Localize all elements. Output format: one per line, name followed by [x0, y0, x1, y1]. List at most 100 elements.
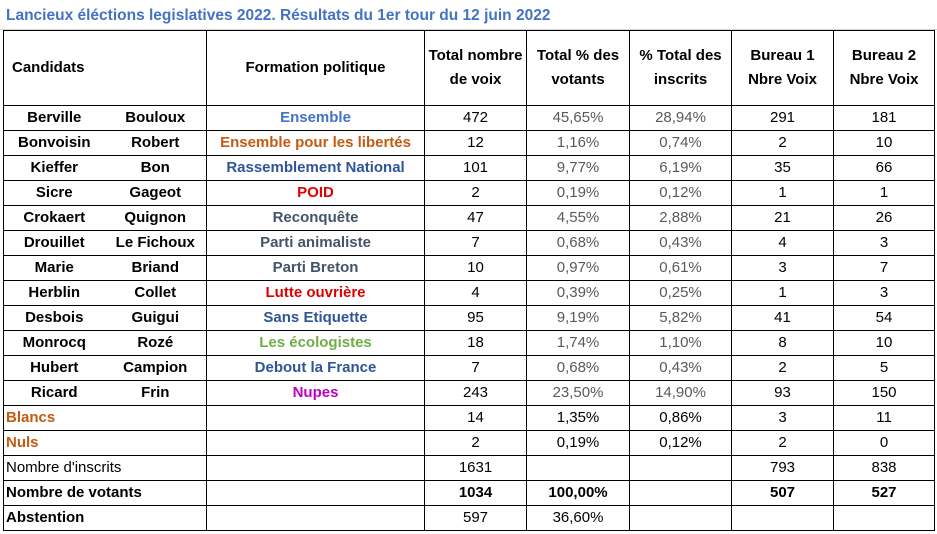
cell-formation[interactable]: Debout la France [206, 355, 426, 381]
cell-formation[interactable]: Nupes [206, 380, 426, 406]
cell-nom[interactable]: Berville [3, 105, 105, 131]
cell-votants-formation[interactable] [206, 480, 426, 506]
cell-blancs-b2[interactable]: 11 [833, 405, 936, 431]
cell-voix[interactable]: 472 [424, 105, 528, 131]
cell-pct-votants[interactable]: 45,65% [526, 105, 631, 131]
cell-bureau1[interactable]: 2 [731, 130, 835, 156]
cell-bureau1[interactable]: 2 [731, 355, 835, 381]
cell-nom[interactable]: Hubert [3, 355, 105, 381]
cell-abstention-voix[interactable]: 597 [424, 505, 528, 531]
cell-nom[interactable]: Kieffer [3, 155, 105, 181]
cell-voix[interactable]: 101 [424, 155, 528, 181]
cell-nom[interactable]: Herblin [3, 280, 105, 306]
cell-votants-b2[interactable]: 527 [833, 480, 936, 506]
cell-pct-inscrits[interactable]: 0,43% [629, 355, 733, 381]
cell-inscrits-voix[interactable]: 1631 [424, 455, 528, 481]
cell-bureau1[interactable]: 1 [731, 180, 835, 206]
cell-inscrits-label[interactable]: Nombre d'inscrits [2, 455, 208, 481]
cell-bureau1[interactable]: 3 [731, 255, 835, 281]
cell-votants-voix[interactable]: 1034 [424, 480, 528, 506]
cell-bureau2[interactable]: 66 [833, 155, 936, 181]
cell-voix[interactable]: 2 [424, 180, 528, 206]
cell-nuls-voix[interactable]: 2 [424, 430, 528, 456]
cell-abstention-formation[interactable] [206, 505, 426, 531]
cell-pct-votants[interactable]: 9,77% [526, 155, 631, 181]
cell-inscrits-formation[interactable] [206, 455, 426, 481]
cell-blancs-b1[interactable]: 3 [731, 405, 835, 431]
cell-inscrits-pct-votants[interactable] [526, 455, 631, 481]
cell-nuls-formation[interactable] [206, 430, 426, 456]
cell-formation[interactable]: Parti animaliste [206, 230, 426, 256]
cell-votants-pct-votants[interactable]: 100,00% [526, 480, 631, 506]
cell-abstention-b2[interactable] [833, 505, 936, 531]
cell-pct-votants[interactable]: 0,68% [526, 230, 631, 256]
cell-prenom[interactable]: Briand [104, 255, 208, 281]
cell-bureau2[interactable]: 54 [833, 305, 936, 331]
cell-nuls-pct-inscrits[interactable]: 0,12% [629, 430, 733, 456]
cell-pct-votants[interactable]: 0,68% [526, 355, 631, 381]
cell-pct-inscrits[interactable]: 28,94% [629, 105, 733, 131]
cell-blancs-pct-inscrits[interactable]: 0,86% [629, 405, 733, 431]
cell-prenom[interactable]: Guigui [104, 305, 208, 331]
cell-nom[interactable]: Crokaert [3, 205, 105, 231]
cell-pct-inscrits[interactable]: 14,90% [629, 380, 733, 406]
cell-prenom[interactable]: Bouloux [104, 105, 208, 131]
cell-pct-inscrits[interactable]: 0,12% [629, 180, 733, 206]
cell-bureau2[interactable]: 10 [833, 330, 936, 356]
cell-pct-votants[interactable]: 0,19% [526, 180, 631, 206]
cell-prenom[interactable]: Campion [104, 355, 208, 381]
cell-bureau2[interactable]: 1 [833, 180, 936, 206]
cell-pct-votants[interactable]: 0,97% [526, 255, 631, 281]
header-total-voix[interactable]: Total nombre de voix [424, 30, 528, 106]
cell-abstention-pct-inscrits[interactable] [629, 505, 733, 531]
cell-pct-votants[interactable]: 9,19% [526, 305, 631, 331]
cell-nom[interactable]: Sicre [3, 180, 105, 206]
cell-bureau1[interactable]: 41 [731, 305, 835, 331]
cell-prenom[interactable]: Collet [104, 280, 208, 306]
cell-bureau1[interactable]: 21 [731, 205, 835, 231]
cell-bureau2[interactable]: 3 [833, 230, 936, 256]
cell-prenom[interactable]: Frin [104, 380, 208, 406]
cell-bureau2[interactable]: 3 [833, 280, 936, 306]
cell-pct-votants[interactable]: 0,39% [526, 280, 631, 306]
cell-formation[interactable]: Lutte ouvrière [206, 280, 426, 306]
cell-bureau1[interactable]: 35 [731, 155, 835, 181]
header-bureau1[interactable]: Bureau 1 Nbre Voix [731, 30, 835, 106]
cell-voix[interactable]: 95 [424, 305, 528, 331]
cell-formation[interactable]: Parti Breton [206, 255, 426, 281]
cell-inscrits-pct-inscrits[interactable] [629, 455, 733, 481]
cell-bureau2[interactable]: 181 [833, 105, 936, 131]
cell-formation[interactable]: Les écologistes [206, 330, 426, 356]
cell-formation[interactable]: Reconquête [206, 205, 426, 231]
cell-nom[interactable]: Monrocq [3, 330, 105, 356]
cell-nom[interactable]: Ricard [3, 380, 105, 406]
cell-formation[interactable]: Ensemble [206, 105, 426, 131]
cell-pct-inscrits[interactable]: 2,88% [629, 205, 733, 231]
cell-pct-inscrits[interactable]: 0,43% [629, 230, 733, 256]
cell-bureau2[interactable]: 150 [833, 380, 936, 406]
cell-pct-inscrits[interactable]: 1,10% [629, 330, 733, 356]
cell-formation[interactable]: Ensemble pour les libertés [206, 130, 426, 156]
cell-bureau1[interactable]: 8 [731, 330, 835, 356]
cell-abstention-b1[interactable] [731, 505, 835, 531]
cell-pct-inscrits[interactable]: 0,25% [629, 280, 733, 306]
cell-prenom[interactable]: Robert [104, 130, 208, 156]
cell-votants-label[interactable]: Nombre de votants [2, 480, 208, 506]
cell-bureau1[interactable]: 291 [731, 105, 835, 131]
cell-formation[interactable]: Rassemblement National [206, 155, 426, 181]
cell-voix[interactable]: 47 [424, 205, 528, 231]
cell-inscrits-b2[interactable]: 838 [833, 455, 936, 481]
cell-voix[interactable]: 243 [424, 380, 528, 406]
cell-prenom[interactable]: Rozé [104, 330, 208, 356]
cell-blancs-formation[interactable] [206, 405, 426, 431]
cell-nom[interactable]: Marie [3, 255, 105, 281]
cell-blancs-label[interactable]: Blancs [2, 405, 208, 431]
cell-bureau1[interactable]: 1 [731, 280, 835, 306]
cell-voix[interactable]: 7 [424, 230, 528, 256]
cell-pct-inscrits[interactable]: 5,82% [629, 305, 733, 331]
cell-pct-inscrits[interactable]: 0,61% [629, 255, 733, 281]
cell-nom[interactable]: Drouillet [3, 230, 105, 256]
header-pct-votants[interactable]: Total % des votants [526, 30, 631, 106]
cell-pct-votants[interactable]: 4,55% [526, 205, 631, 231]
cell-abstention-pct-votants[interactable]: 36,60% [526, 505, 631, 531]
